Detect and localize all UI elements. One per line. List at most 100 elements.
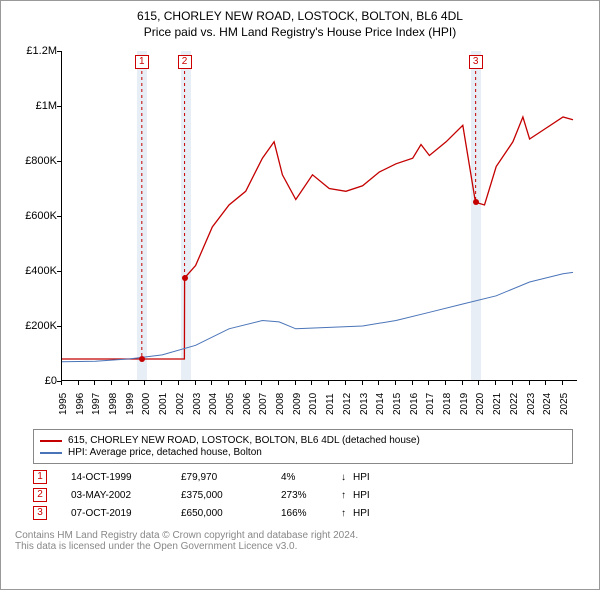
- x-tick: [378, 381, 379, 385]
- x-tick-label: 2021: [492, 393, 503, 415]
- sale-number-box: 1: [33, 470, 47, 484]
- title-block: 615, CHORLEY NEW ROAD, LOSTOCK, BOLTON, …: [1, 1, 599, 43]
- x-tick: [562, 381, 563, 385]
- x-tick: [328, 381, 329, 385]
- sale-date: 07-OCT-2019: [71, 508, 181, 519]
- x-tick-label: 2007: [258, 393, 269, 415]
- x-tick-label: 2012: [342, 393, 353, 415]
- x-tick: [362, 381, 363, 385]
- y-tick-label: £600K: [21, 210, 57, 222]
- y-tick-label: £800K: [21, 155, 57, 167]
- sale-hpi-label: HPI: [353, 490, 370, 501]
- up-arrow-icon: ↑: [341, 490, 353, 501]
- sale-row: 1 14-OCT-1999 £79,970 4% ↓ HPI: [33, 470, 573, 484]
- x-tick: [412, 381, 413, 385]
- sale-date: 14-OCT-1999: [71, 472, 181, 483]
- legend-label: HPI: Average price, detached house, Bolt…: [68, 447, 262, 458]
- sale-pct: 166%: [281, 508, 341, 519]
- x-tick-label: 2013: [359, 393, 370, 415]
- x-tick: [94, 381, 95, 385]
- x-tick-label: 2000: [141, 393, 152, 415]
- x-tick: [278, 381, 279, 385]
- sale-pct: 273%: [281, 490, 341, 501]
- legend-item: HPI: Average price, detached house, Bolt…: [40, 447, 566, 458]
- x-tick-label: 2009: [292, 393, 303, 415]
- sales-table: 1 14-OCT-1999 £79,970 4% ↓ HPI 2 03-MAY-…: [33, 470, 573, 520]
- y-tick-label: £0: [21, 375, 57, 387]
- y-tick-label: £1.2M: [21, 45, 57, 57]
- x-tick-label: 2018: [442, 393, 453, 415]
- x-tick-label: 2008: [275, 393, 286, 415]
- x-tick: [512, 381, 513, 385]
- x-tick-label: 2016: [409, 393, 420, 415]
- x-tick-label: 1996: [75, 393, 86, 415]
- x-tick-label: 2017: [425, 393, 436, 415]
- x-tick: [228, 381, 229, 385]
- x-tick: [111, 381, 112, 385]
- x-tick-label: 2003: [192, 393, 203, 415]
- x-tick: [545, 381, 546, 385]
- sale-number-marker: 1: [135, 55, 149, 69]
- x-tick: [495, 381, 496, 385]
- sale-row: 2 03-MAY-2002 £375,000 273% ↑ HPI: [33, 488, 573, 502]
- x-tick: [144, 381, 145, 385]
- chart-container: 615, CHORLEY NEW ROAD, LOSTOCK, BOLTON, …: [0, 0, 600, 590]
- chart-area: £0£200K£400K£600K£800K£1M£1.2M 123 19951…: [19, 43, 589, 423]
- sale-number-box: 3: [33, 506, 47, 520]
- x-tick: [261, 381, 262, 385]
- legend-swatch: [40, 452, 62, 454]
- x-tick: [295, 381, 296, 385]
- x-tick-label: 2006: [242, 393, 253, 415]
- y-tick-label: £400K: [21, 265, 57, 277]
- x-tick-label: 2024: [542, 393, 553, 415]
- x-tick: [211, 381, 212, 385]
- x-tick: [462, 381, 463, 385]
- x-tick-label: 1999: [125, 393, 136, 415]
- x-tick: [395, 381, 396, 385]
- sale-price: £79,970: [181, 472, 281, 483]
- x-tick-label: 2022: [509, 393, 520, 415]
- x-tick: [345, 381, 346, 385]
- plot-area: 1 2 3: [61, 51, 577, 381]
- x-tick-label: 2004: [208, 393, 219, 415]
- x-tick: [61, 381, 62, 385]
- x-tick: [78, 381, 79, 385]
- sale-row: 3 07-OCT-2019 £650,000 166% ↑ HPI: [33, 506, 573, 520]
- x-tick: [478, 381, 479, 385]
- footer: Contains HM Land Registry data © Crown c…: [15, 530, 599, 552]
- x-tick: [428, 381, 429, 385]
- sale-date: 03-MAY-2002: [71, 490, 181, 501]
- x-tick-label: 2015: [392, 393, 403, 415]
- x-tick-label: 2011: [325, 393, 336, 415]
- x-tick-label: 2002: [175, 393, 186, 415]
- x-tick: [128, 381, 129, 385]
- down-arrow-icon: ↓: [341, 472, 353, 483]
- x-tick-label: 2025: [559, 393, 570, 415]
- sale-number-marker: 3: [469, 55, 483, 69]
- sale-marker: [139, 356, 145, 362]
- x-tick: [445, 381, 446, 385]
- sale-number-marker: 2: [178, 55, 192, 69]
- x-tick-label: 2001: [158, 393, 169, 415]
- title-subtitle: Price paid vs. HM Land Registry's House …: [1, 25, 599, 39]
- x-tick: [178, 381, 179, 385]
- footer-line: This data is licensed under the Open Gov…: [15, 541, 599, 552]
- x-tick-label: 2010: [308, 393, 319, 415]
- legend-label: 615, CHORLEY NEW ROAD, LOSTOCK, BOLTON, …: [68, 435, 420, 446]
- x-tick: [311, 381, 312, 385]
- x-tick-label: 2005: [225, 393, 236, 415]
- x-tick-label: 2014: [375, 393, 386, 415]
- x-tick-label: 2020: [475, 393, 486, 415]
- x-tick: [161, 381, 162, 385]
- sale-marker: [473, 199, 479, 205]
- y-tick-label: £1M: [21, 100, 57, 112]
- x-tick: [195, 381, 196, 385]
- chart-svg: [62, 51, 577, 380]
- x-tick-label: 2019: [459, 393, 470, 415]
- x-tick-label: 1997: [91, 393, 102, 415]
- title-address: 615, CHORLEY NEW ROAD, LOSTOCK, BOLTON, …: [1, 9, 599, 23]
- up-arrow-icon: ↑: [341, 508, 353, 519]
- x-tick-label: 2023: [526, 393, 537, 415]
- sale-number-box: 2: [33, 488, 47, 502]
- sale-marker: [182, 275, 188, 281]
